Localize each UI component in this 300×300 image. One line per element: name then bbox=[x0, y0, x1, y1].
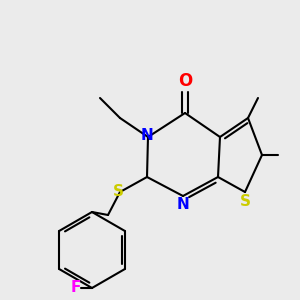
Text: N: N bbox=[177, 197, 189, 212]
Text: F: F bbox=[71, 280, 81, 296]
Text: S: S bbox=[113, 184, 124, 200]
Text: N: N bbox=[141, 128, 154, 143]
Text: S: S bbox=[239, 194, 250, 208]
Text: O: O bbox=[178, 72, 192, 90]
